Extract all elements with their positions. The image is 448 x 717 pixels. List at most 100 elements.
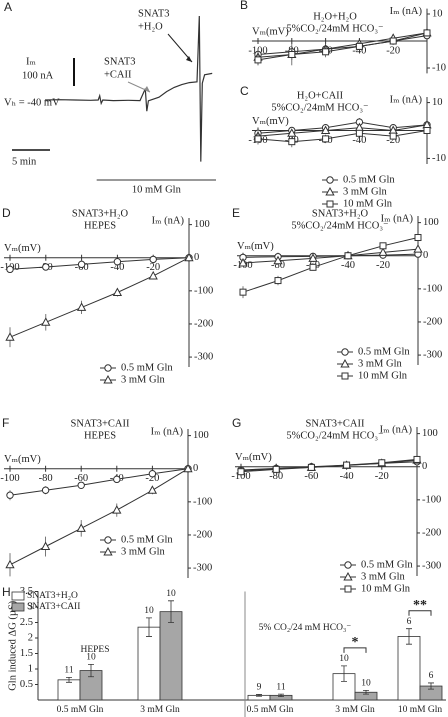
legend-label: 0.5 mM Gln <box>343 174 395 185</box>
panel-label: F <box>2 416 9 430</box>
series-line <box>257 124 428 137</box>
legend-marker <box>103 546 113 556</box>
y-tick-label: -10 <box>432 62 446 73</box>
x-tick-label: 3 mM Gln <box>140 705 180 715</box>
data-point <box>41 486 50 494</box>
panel-title: H₂O+H₂O <box>313 11 357 22</box>
data-point <box>113 258 122 266</box>
bar <box>397 636 421 701</box>
series-line <box>9 257 190 270</box>
y-tick-label: 10 <box>432 97 443 108</box>
series-line <box>257 121 428 134</box>
data-point <box>355 42 363 50</box>
data-point <box>254 56 262 64</box>
data-point <box>379 242 387 250</box>
legend-label: 10 mM Gln <box>358 370 408 381</box>
y-axis-title: Iₘ (nA) <box>152 215 185 226</box>
data-point <box>148 270 158 280</box>
bar <box>57 679 81 701</box>
x-tick-label: -80 <box>269 471 283 482</box>
data-point <box>355 129 363 137</box>
panel-title: 5%CO₂/24mM HCO₃⁻ <box>271 102 368 113</box>
series-line <box>9 468 189 566</box>
data-point <box>77 481 85 489</box>
x-tick-label: -60 <box>74 473 88 484</box>
series-line <box>242 248 419 264</box>
legend-label: 0.5 mM Gln <box>121 362 173 373</box>
data-point <box>389 37 397 45</box>
series-line <box>9 257 190 338</box>
error-bar <box>146 617 152 637</box>
n-label: 10 <box>361 679 371 689</box>
bar <box>137 626 161 701</box>
data-point <box>40 541 51 551</box>
series-line <box>242 237 419 293</box>
y-tick-label: 2.5 <box>20 617 33 628</box>
data-point <box>320 125 331 134</box>
data-point <box>413 455 421 463</box>
y-tick-label: 1 <box>28 663 33 674</box>
series-line <box>240 458 418 473</box>
y-tick-label: -100 <box>423 283 442 294</box>
data-point <box>76 302 87 311</box>
n-label: 10 <box>86 653 96 663</box>
arrow-head <box>186 56 192 62</box>
y-axis-title: Iₘ (nA) <box>380 424 413 435</box>
arrow-head <box>144 86 150 92</box>
x-tick-label: -80 <box>39 473 53 484</box>
x-tick-label: 3 mM Gln <box>335 705 375 715</box>
error-bar <box>168 600 174 623</box>
panel-label: D <box>2 206 11 220</box>
y-tick-label: -200 <box>422 527 441 538</box>
legend-swatch <box>11 591 25 601</box>
data-point <box>423 127 431 134</box>
y-tick-label: 3 <box>28 601 33 612</box>
data-point <box>76 523 86 532</box>
legend-marker <box>341 348 349 356</box>
y-tick-label: 100 <box>422 428 438 439</box>
x-tick-label: -40 <box>352 135 366 146</box>
data-point <box>272 465 280 473</box>
data-point <box>344 252 352 260</box>
data-point <box>322 135 330 143</box>
data-point <box>42 263 50 271</box>
panel-title: SNAT3+CAII <box>305 418 365 429</box>
data-point <box>77 260 86 269</box>
data-point <box>239 288 247 296</box>
x-tick-label: -40 <box>341 260 355 271</box>
application-label: 10 mM Gln <box>132 184 182 195</box>
x-tick-label: -20 <box>375 471 389 482</box>
x-tick-label: -80 <box>271 260 285 271</box>
bar <box>159 611 183 701</box>
n-label: 10 <box>144 606 154 616</box>
error-bar <box>341 665 347 682</box>
legend-label: 3 mM Gln <box>121 374 166 385</box>
y-axis-title: Iₘ (nA) <box>390 94 423 105</box>
data-point <box>147 485 158 494</box>
legend-label: 10 mM Gln <box>361 583 411 594</box>
data-point <box>288 138 296 146</box>
current-trace <box>44 15 213 162</box>
panel-label: G <box>232 416 241 430</box>
legend-label: 3 mM Gln <box>358 358 403 369</box>
x-tick-label: 10 mM Gln <box>398 705 443 715</box>
annotation: +H₂O <box>138 21 163 32</box>
error-bar <box>406 628 412 645</box>
data-point <box>309 263 317 271</box>
data-point <box>343 461 351 469</box>
x-tick-label: -60 <box>304 471 318 482</box>
data-point <box>184 252 194 262</box>
x-tick-label: -20 <box>145 473 159 484</box>
x-tick-label: -20 <box>376 260 390 271</box>
x-tick-label: -40 <box>110 262 124 273</box>
significance-label: * <box>352 635 359 650</box>
error-bar <box>66 676 72 683</box>
data-point <box>5 332 15 341</box>
group-label: 5% CO₂/24 mM HCO₃⁻ <box>259 623 352 633</box>
data-point <box>307 463 315 471</box>
series-line <box>257 130 428 143</box>
annotation: SNAT3 <box>104 56 136 67</box>
panel-title: SNAT3+H₂O <box>312 208 369 219</box>
legend-label: SNAT3+H₂O <box>27 591 78 601</box>
y-tick-label: 0 <box>422 461 427 472</box>
